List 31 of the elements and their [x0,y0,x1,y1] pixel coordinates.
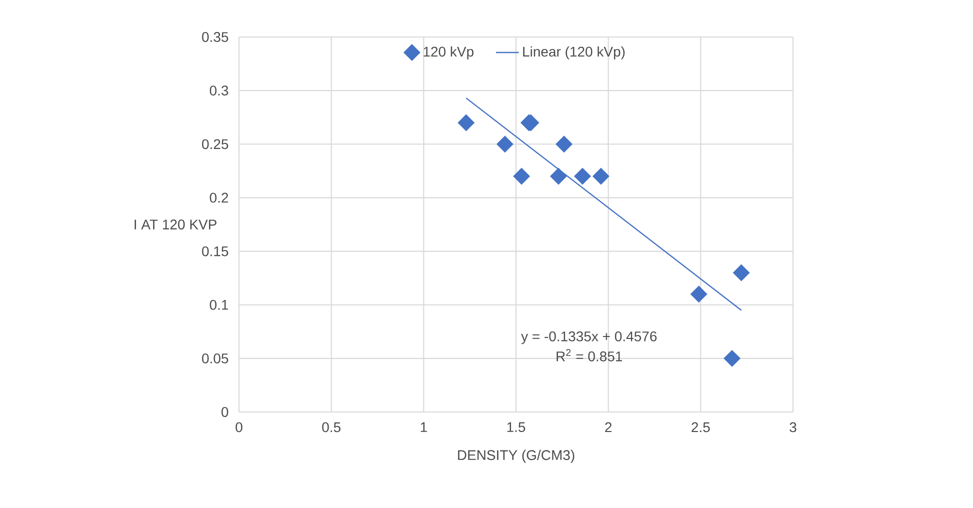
y-tick-label: 0.2 [210,192,228,203]
point [724,350,740,367]
x-tick-label: 0 [236,422,242,432]
point [513,168,530,185]
y-tick-label: 0.3 [210,86,228,96]
y-axis-title: I AT 120 KVP [134,220,216,230]
y-tick-label: 0.05 [202,353,228,364]
point [592,168,610,185]
y-tick-label: 0 [221,407,228,417]
point [574,168,591,185]
point [550,168,567,185]
annotation: y = -0.1335x + 0.4576 [521,331,657,344]
point [458,114,475,132]
y-tick-label: 0.15 [202,246,228,256]
x-tick-label: 1 [420,422,427,432]
x-tick-label: 2 [605,422,612,432]
legend-label: 120 kVp [424,46,474,60]
x-tick-label: 2.5 [692,422,710,432]
point [496,136,514,153]
legend-label: Linear (120 kVp) [523,46,625,60]
x-axis-title: DENSITY (G/CM3) [458,450,574,463]
point [690,286,708,303]
y-tick-label: 0.25 [202,139,228,150]
point [732,264,750,282]
x-tick-label: 0.5 [322,422,340,432]
annotation: R$^{2}$ = 0.851 [556,349,622,362]
y-tick-label: 0.35 [202,32,228,42]
y-tick-label: 0.1 [210,300,228,310]
x-tick-label: 1.5 [507,422,526,432]
x-tick-label: 3 [790,422,796,432]
point [556,136,572,153]
